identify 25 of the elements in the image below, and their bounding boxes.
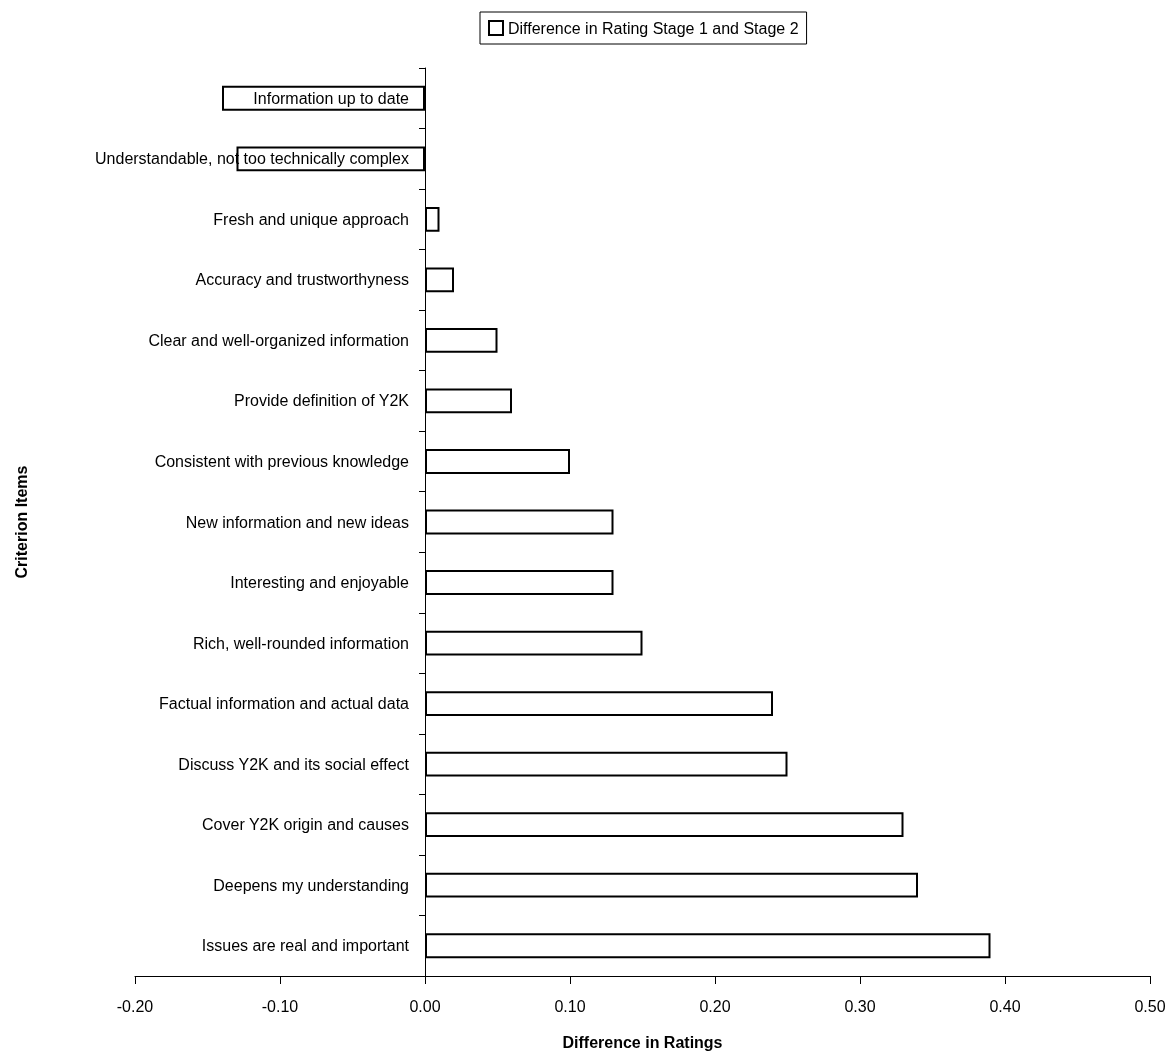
legend-label: Difference in Rating Stage 1 and Stage 2 [508,19,799,37]
y-axis-title: Criterion Items [12,465,30,579]
y-tick-label: Clear and well-organized information [148,331,409,349]
y-tick-label: Fresh and unique approach [213,210,409,228]
y-tick-label: Interesting and enjoyable [230,574,410,592]
x-tick-label: 0.40 [989,997,1021,1015]
y-tick-label: Cover Y2K origin and causes [202,816,409,834]
y-tick-label: Deepens my understanding [213,876,409,894]
y-tick-label: Factual information and actual data [159,695,410,713]
x-tick-label: 0.20 [699,997,731,1015]
y-tick-label: Accuracy and trustworthyness [195,271,409,289]
x-axis-title: Difference in Ratings [562,1033,723,1051]
y-tick-label: Discuss Y2K and its social effect [178,755,410,773]
x-tick-label: 0.50 [1134,997,1166,1015]
x-tick-label: -0.10 [261,997,299,1015]
y-tick-label: Provide definition of Y2K [234,392,410,410]
x-tick-label: 0.30 [844,997,876,1015]
y-tick-label: Consistent with previous knowledge [154,452,410,470]
y-tick-label: Information up to date [253,89,410,107]
y-tick-label: Rich, well-rounded information [192,634,409,652]
x-tick-label: -0.20 [116,997,154,1015]
y-tick-label: New information and new ideas [185,513,409,531]
y-tick-label: Issues are real and important [201,937,410,955]
x-tick-label: 0.10 [554,997,586,1015]
x-tick-label: 0.00 [409,997,441,1015]
